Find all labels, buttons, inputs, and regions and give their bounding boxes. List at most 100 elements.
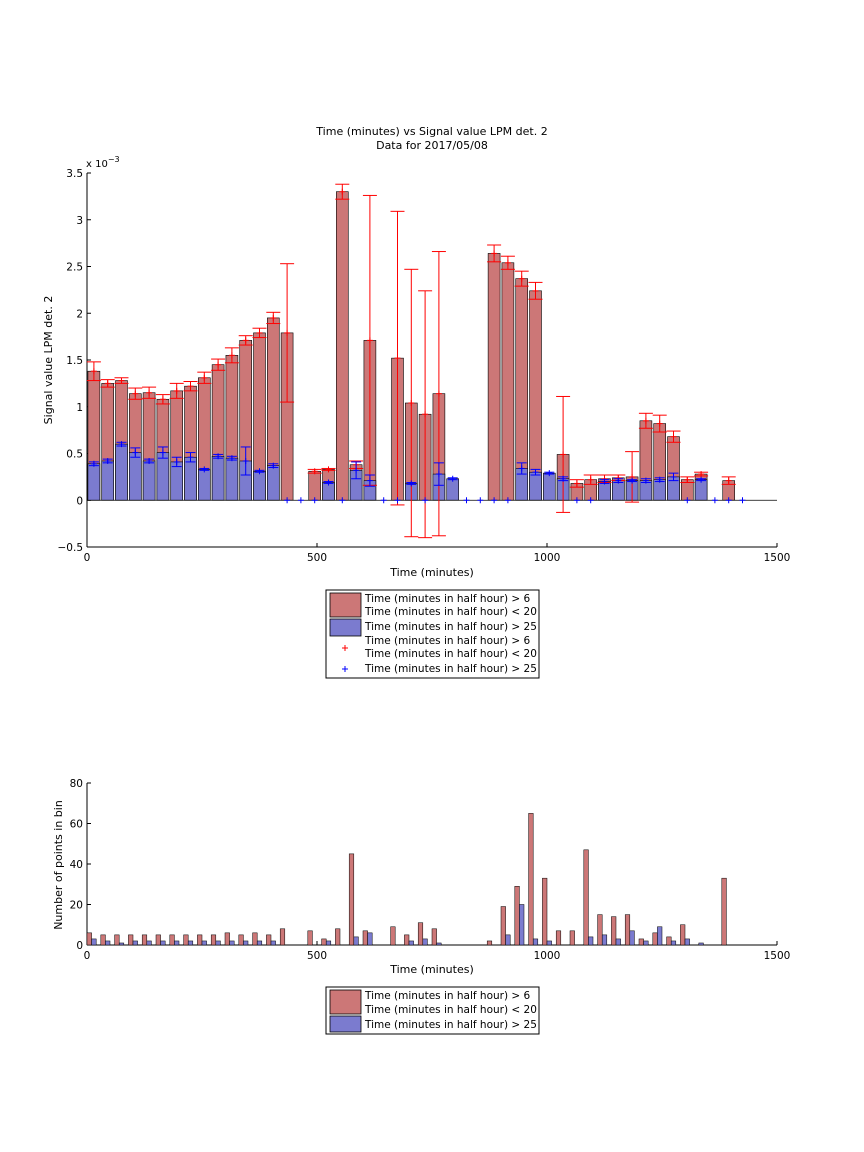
chart1-marker-blue-plus <box>104 457 111 464</box>
chart1-marker-blue-plus <box>256 468 263 475</box>
chart2-bar-red <box>514 886 520 946</box>
chart1-ylabel: Signal value LPM det. 2 <box>42 296 55 425</box>
chart1-bar-blue <box>115 443 128 501</box>
chart2-bar-red <box>307 930 313 946</box>
chart1-marker-red-plus <box>242 337 249 344</box>
chart2-x-tick-label: 0 <box>84 950 91 962</box>
chart1-marker-red-plus <box>366 337 373 344</box>
chart2-bar-red <box>652 932 658 946</box>
chart2-bar-red <box>141 934 148 946</box>
chart2-bar-red <box>183 934 189 946</box>
chart1-exponent: x 10−3 <box>86 155 120 170</box>
chart1-marker-blue-plus <box>90 460 97 467</box>
chart1-marker-blue-plus <box>228 455 235 462</box>
chart2-bar-red <box>666 936 672 946</box>
chart1-x-tick-label: 1000 <box>534 552 561 564</box>
chart1-legend-box <box>325 589 540 679</box>
chart1-marker-red-plus <box>698 471 705 478</box>
chart1-marker-blue-plus <box>684 497 691 504</box>
chart1-marker-blue-plus <box>615 477 622 484</box>
chart2-bar-blue <box>243 940 249 946</box>
chart1-marker-blue-plus <box>187 454 194 461</box>
chart2-x-tick-label: 500 <box>307 950 327 962</box>
chart1-bar-blue <box>129 452 142 501</box>
chart1-legend-swatch-red <box>329 592 362 618</box>
chart2-bar-blue <box>408 940 414 946</box>
chart1-legend-label: Time (minutes in half hour) > 25 <box>364 621 537 633</box>
chart1-exponent-base: x 10 <box>86 159 108 170</box>
chart1-legend-marker-red-plus <box>342 645 348 651</box>
chart1-y-tick-label: 2.5 <box>66 262 83 274</box>
chart2-bar-blue <box>270 940 276 946</box>
chart1-marker-blue-plus <box>353 467 360 474</box>
chart2-y-tick-label: 20 <box>70 900 83 912</box>
chart1-marker-red-plus <box>560 451 567 458</box>
chart1-marker-blue-plus <box>546 470 553 477</box>
chart2-bar-red <box>583 849 589 946</box>
chart2-bar-red <box>500 906 506 946</box>
chart1-subtitle: Data for 2017/05/08 <box>376 139 488 152</box>
chart2-bar-red <box>486 940 493 946</box>
chart1-marker-blue-plus <box>711 497 718 504</box>
chart2-bar-blue <box>146 940 152 946</box>
chart2-legend-label: Time (minutes in half hour) > 6 <box>364 990 531 1002</box>
chart1-bar-blue <box>253 470 266 501</box>
chart1-marker-red-plus <box>573 480 580 487</box>
chart1-y-tick-label: 0.5 <box>66 449 83 461</box>
chart1-marker-red-plus <box>518 275 525 282</box>
chart1-marker-red-plus <box>670 433 677 440</box>
chart1-bar-blue <box>101 460 114 501</box>
chart1-marker-blue-plus <box>201 466 208 473</box>
chart1-marker-red-plus <box>587 476 594 483</box>
chart1-bar-blue <box>184 456 197 501</box>
chart2-bar-blue <box>670 940 677 946</box>
chart1-bar-blue <box>170 461 183 501</box>
chart1-bar-blue <box>87 463 101 501</box>
chart1-marker-red-plus <box>725 477 732 484</box>
chart2-xlabel: Time (minutes) <box>389 963 474 976</box>
chart2-bar-blue <box>132 940 138 946</box>
chart1-bar-red <box>308 470 321 501</box>
chart2-x-tick-label: 1000 <box>534 950 561 962</box>
chart2-bar-red <box>321 938 327 946</box>
chart2-y-tick-label: 80 <box>70 778 83 790</box>
chart2-bar-blue <box>615 938 621 946</box>
chart1-marker-blue-plus <box>670 473 677 480</box>
chart2-bar-red <box>169 934 175 946</box>
chart2-bar-red <box>555 930 562 946</box>
chart1-marker-red-plus <box>201 374 208 381</box>
chart1-marker-blue-plus <box>132 449 139 456</box>
chart1-marker-blue-plus <box>270 462 277 469</box>
chart1-marker-blue-plus <box>422 497 429 504</box>
chart1-y-tick-label: 2 <box>76 308 83 320</box>
chart1-marker-red-plus <box>132 390 139 397</box>
chart1-marker-blue-plus <box>463 497 470 504</box>
chart1-marker-blue-plus <box>560 475 567 482</box>
chart1-y-tick-label: −0.5 <box>58 542 84 554</box>
chart1-bar-red <box>487 253 501 501</box>
chart1-bar-red <box>529 290 542 501</box>
chart1-marker-red-plus <box>394 355 401 362</box>
chart2-bar-blue <box>422 938 428 946</box>
chart2-bar-red <box>569 930 575 946</box>
chart2-bar-blue <box>91 938 97 946</box>
chart1-bar-blue <box>198 469 211 501</box>
chart1-y-tick-label: 0 <box>76 495 83 507</box>
chart1-x-tick-label: 0 <box>84 552 91 564</box>
chart2-ylabel: Number of points in bin <box>52 800 65 930</box>
chart2-legend-box <box>325 986 540 1035</box>
chart1-bar-blue <box>529 471 542 501</box>
chart2-bar-blue <box>256 940 263 946</box>
chart1-marker-red-plus <box>642 417 649 424</box>
chart1-marker-blue-plus <box>118 441 125 448</box>
chart2-legend-label: Time (minutes in half hour) > 25 <box>364 1019 537 1031</box>
chart1-marker-blue-plus <box>477 497 484 504</box>
chart2-y-tick-label: 0 <box>76 940 83 952</box>
chart2-bar-blue <box>588 936 594 946</box>
chart1-legend-swatch-blue <box>329 618 362 637</box>
chart2-bar-blue <box>325 940 332 946</box>
chart1-bar-blue <box>225 457 239 501</box>
chart1-legend-label: Time (minutes in half hour) > 6 <box>364 635 531 647</box>
chart1-marker-blue-plus <box>284 497 291 504</box>
